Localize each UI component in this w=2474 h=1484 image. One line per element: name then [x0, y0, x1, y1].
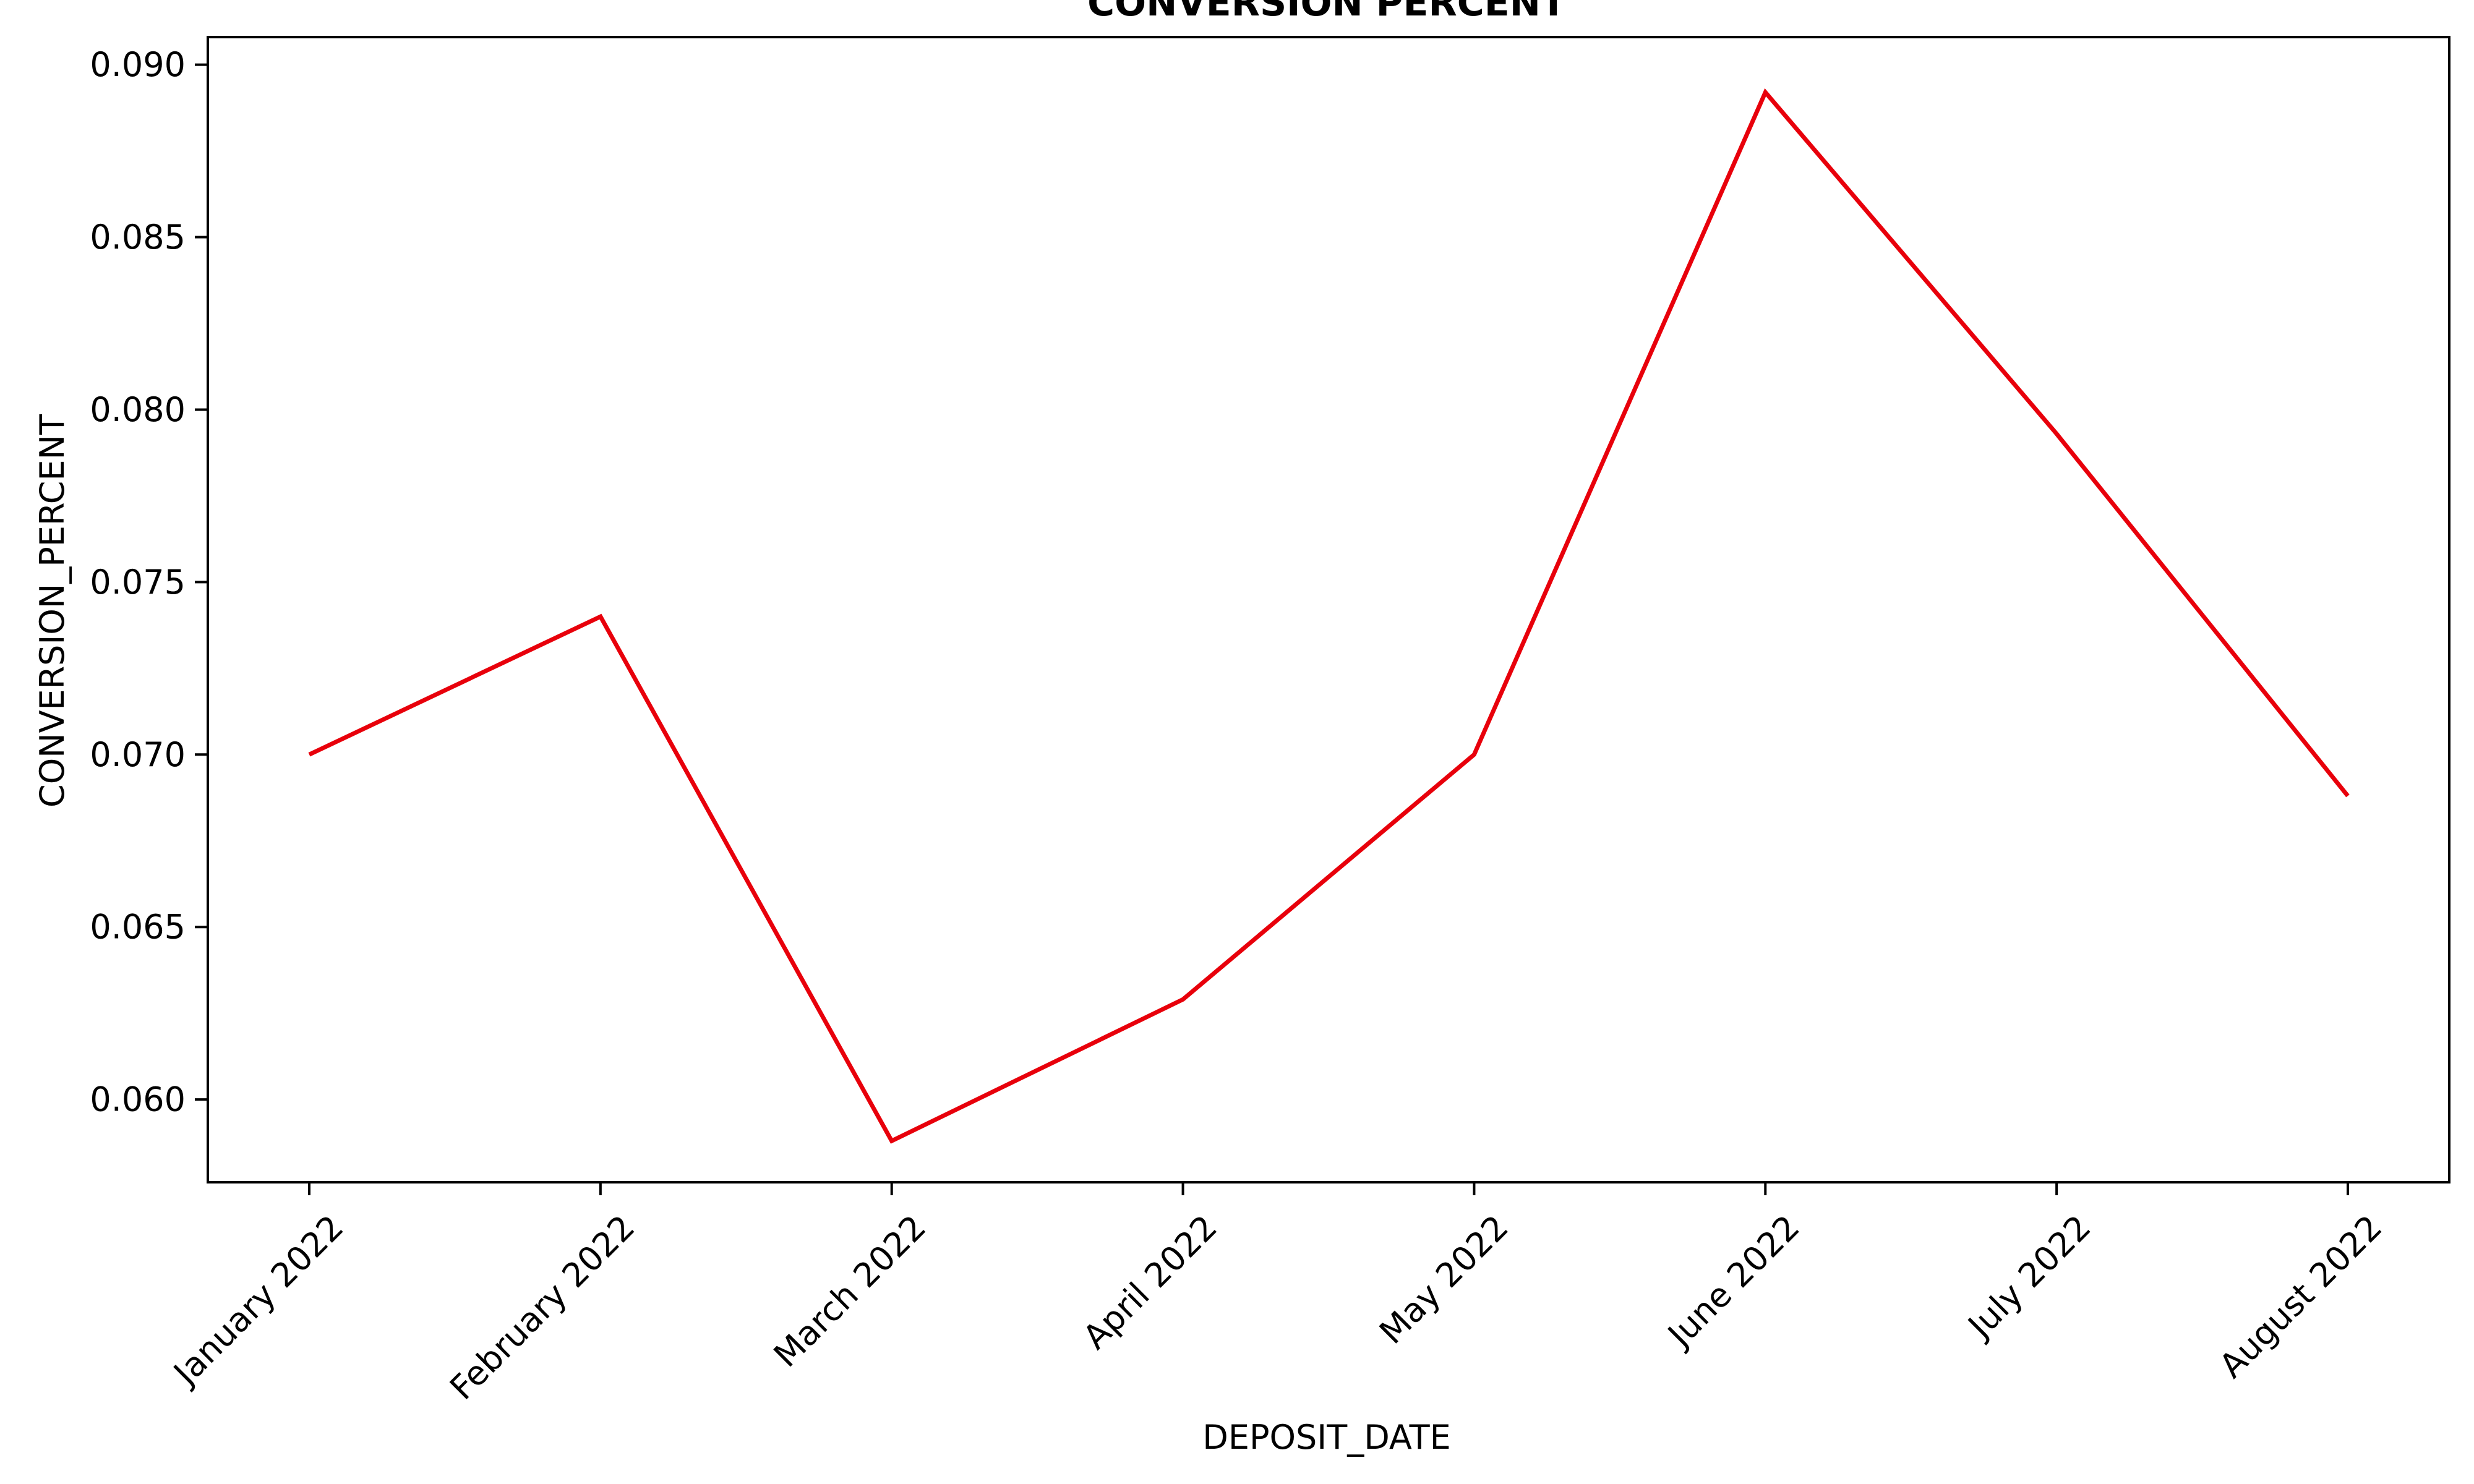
- y-tick-label: 0.065: [90, 908, 186, 947]
- x-tick-label: July 2022: [1959, 1208, 2099, 1347]
- y-tick-label: 0.080: [90, 390, 186, 429]
- x-tick-label: January 2022: [165, 1208, 351, 1394]
- y-tick-label: 0.060: [90, 1080, 186, 1119]
- x-tick-label: June 2022: [1659, 1208, 1807, 1355]
- series-line: [308, 88, 2350, 1144]
- plot-area: [308, 88, 2350, 1144]
- y-axis: 0.060 0.065 0.070 0.075 0.080 0.085 0.090: [90, 45, 208, 1119]
- y-tick-label: 0.090: [90, 45, 186, 84]
- x-tick-label: May 2022: [1372, 1208, 1516, 1352]
- x-axis-label: DEPOSIT_DATE: [1202, 1418, 1450, 1457]
- plot-frame: [207, 36, 2450, 1183]
- y-tick-label: 0.085: [90, 218, 186, 257]
- y-tick-label: 0.075: [90, 563, 186, 602]
- y-tick-label: 0.070: [90, 735, 186, 774]
- x-tick-label: March 2022: [766, 1208, 933, 1375]
- x-tick-label: April 2022: [1076, 1208, 1225, 1357]
- y-axis-label: CONVERSION_PERCENT: [33, 414, 72, 808]
- x-tick-label: February 2022: [442, 1208, 642, 1407]
- x-axis: January 2022 February 2022 March 2022 April…: [165, 1182, 2389, 1407]
- chart-title: CONVERSION PERCENT: [1087, 0, 1566, 25]
- x-tick-label: August 2022: [2212, 1208, 2389, 1385]
